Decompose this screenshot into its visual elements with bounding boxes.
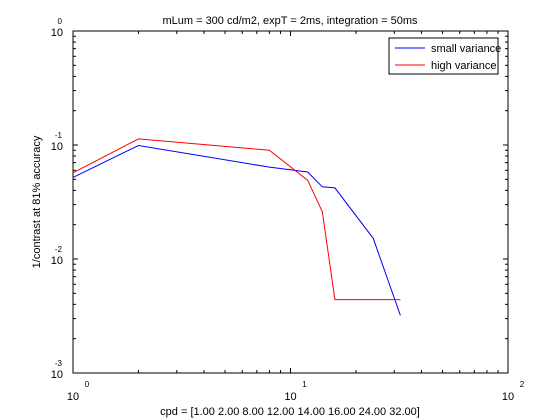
x-tick-label: 10 bbox=[284, 391, 296, 403]
y-tick-exponent: -3 bbox=[55, 359, 63, 368]
legend-label: small variance bbox=[431, 43, 501, 55]
y-tick-label: 10 bbox=[51, 141, 63, 153]
y-tick-label: 10 bbox=[51, 27, 63, 39]
y-tick-label: 10 bbox=[51, 369, 63, 381]
plot-area bbox=[72, 30, 509, 374]
series-line-small-variance bbox=[72, 144, 401, 316]
series-line-high-variance bbox=[72, 138, 401, 301]
y-tick-exponent: -2 bbox=[55, 245, 63, 254]
x-tick-exponent: 1 bbox=[302, 380, 307, 389]
y-tick-label: 10 bbox=[51, 255, 63, 267]
x-tick-label: 10 bbox=[502, 391, 514, 403]
series-lines bbox=[72, 138, 401, 316]
x-tick-label: 10 bbox=[67, 391, 79, 403]
x-axis-label: cpd = [1.00 2.00 8.00 12.00 14.00 16.00 … bbox=[160, 406, 420, 418]
legend-box bbox=[388, 37, 499, 75]
y-tick-exponent: 0 bbox=[58, 17, 63, 26]
chart-title: mLum = 300 cd/m2, expT = 2ms, integratio… bbox=[162, 15, 418, 27]
legend: small variance high variance bbox=[388, 37, 501, 75]
legend-label: high variance bbox=[431, 60, 496, 72]
y-tick-exponent: -1 bbox=[55, 131, 63, 140]
x-tick-exponent: 2 bbox=[520, 380, 525, 389]
x-tick-exponent: 0 bbox=[85, 380, 90, 389]
y-axis-label: 1/contrast at 81% accuracy bbox=[31, 135, 43, 268]
